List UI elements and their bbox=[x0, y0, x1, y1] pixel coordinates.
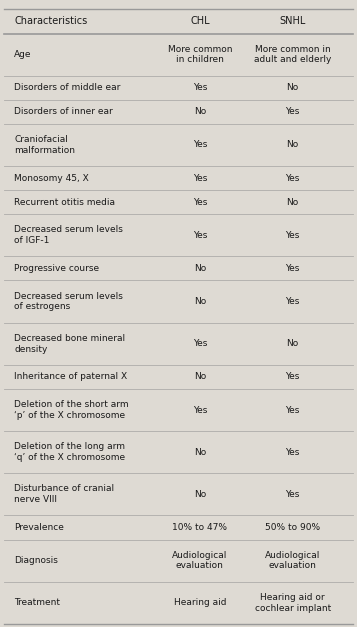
Text: CHL: CHL bbox=[190, 16, 210, 26]
Text: Yes: Yes bbox=[286, 406, 300, 414]
Text: Yes: Yes bbox=[193, 140, 207, 149]
Text: More common in
adult and elderly: More common in adult and elderly bbox=[254, 45, 331, 65]
Text: Decreased bone mineral
density: Decreased bone mineral density bbox=[14, 334, 125, 354]
Text: Inheritance of paternal X: Inheritance of paternal X bbox=[14, 372, 127, 381]
Text: No: No bbox=[194, 107, 206, 117]
Text: No: No bbox=[194, 490, 206, 499]
Text: Yes: Yes bbox=[286, 231, 300, 240]
Text: No: No bbox=[194, 264, 206, 273]
Text: Yes: Yes bbox=[286, 107, 300, 117]
Text: Disorders of inner ear: Disorders of inner ear bbox=[14, 107, 113, 117]
Text: Monosomy 45, X: Monosomy 45, X bbox=[14, 174, 89, 182]
Text: Audiological
evaluation: Audiological evaluation bbox=[265, 551, 321, 571]
Text: 10% to 47%: 10% to 47% bbox=[172, 523, 227, 532]
Text: Yes: Yes bbox=[286, 264, 300, 273]
Text: Decreased serum levels
of estrogens: Decreased serum levels of estrogens bbox=[14, 292, 123, 312]
Text: Audiological
evaluation: Audiological evaluation bbox=[172, 551, 228, 571]
Text: No: No bbox=[194, 297, 206, 306]
Text: No: No bbox=[287, 339, 299, 348]
Text: Deletion of the long arm
‘q’ of the X chromosome: Deletion of the long arm ‘q’ of the X ch… bbox=[14, 442, 125, 462]
Text: No: No bbox=[287, 140, 299, 149]
Text: Diagnosis: Diagnosis bbox=[14, 556, 58, 565]
Text: Yes: Yes bbox=[286, 174, 300, 182]
Text: Age: Age bbox=[14, 50, 32, 59]
Text: More common
in children: More common in children bbox=[168, 45, 232, 65]
Text: Hearing aid: Hearing aid bbox=[174, 598, 226, 608]
Text: 50% to 90%: 50% to 90% bbox=[265, 523, 320, 532]
Text: Deletion of the short arm
‘p’ of the X chromosome: Deletion of the short arm ‘p’ of the X c… bbox=[14, 400, 129, 420]
Text: Treatment: Treatment bbox=[14, 598, 60, 608]
Text: Yes: Yes bbox=[193, 231, 207, 240]
Text: Progressive course: Progressive course bbox=[14, 264, 99, 273]
Text: Yes: Yes bbox=[286, 490, 300, 499]
Text: Yes: Yes bbox=[286, 297, 300, 306]
Text: No: No bbox=[194, 448, 206, 456]
Text: No: No bbox=[194, 372, 206, 381]
Text: SNHL: SNHL bbox=[280, 16, 306, 26]
Text: No: No bbox=[287, 198, 299, 207]
Text: Yes: Yes bbox=[286, 448, 300, 456]
Text: Disturbance of cranial
nerve VIII: Disturbance of cranial nerve VIII bbox=[14, 485, 114, 504]
Text: Yes: Yes bbox=[193, 198, 207, 207]
Text: Disorders of middle ear: Disorders of middle ear bbox=[14, 83, 121, 92]
Text: Yes: Yes bbox=[193, 174, 207, 182]
Text: Decreased serum levels
of IGF-1: Decreased serum levels of IGF-1 bbox=[14, 226, 123, 245]
Text: Hearing aid or
cochlear implant: Hearing aid or cochlear implant bbox=[255, 593, 331, 613]
Text: No: No bbox=[287, 83, 299, 92]
Text: Yes: Yes bbox=[193, 83, 207, 92]
Text: Yes: Yes bbox=[193, 406, 207, 414]
Text: Prevalence: Prevalence bbox=[14, 523, 64, 532]
Text: Craniofacial
malformation: Craniofacial malformation bbox=[14, 135, 75, 155]
Text: Recurrent otitis media: Recurrent otitis media bbox=[14, 198, 115, 207]
Text: Yes: Yes bbox=[286, 372, 300, 381]
Text: Yes: Yes bbox=[193, 339, 207, 348]
Text: Characteristics: Characteristics bbox=[14, 16, 87, 26]
